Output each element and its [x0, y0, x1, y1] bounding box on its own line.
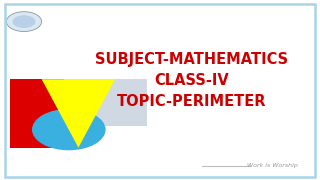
Bar	[10, 79, 74, 148]
Bar	[64, 79, 147, 126]
Polygon shape	[42, 79, 115, 148]
Circle shape	[6, 12, 42, 32]
Circle shape	[12, 15, 36, 28]
Circle shape	[32, 109, 106, 150]
Text: SUBJECT-MATHEMATICS
CLASS-IV
TOPIC-PERIMETER: SUBJECT-MATHEMATICS CLASS-IV TOPIC-PERIM…	[95, 53, 289, 109]
Text: Work is Worship: Work is Worship	[247, 163, 298, 168]
